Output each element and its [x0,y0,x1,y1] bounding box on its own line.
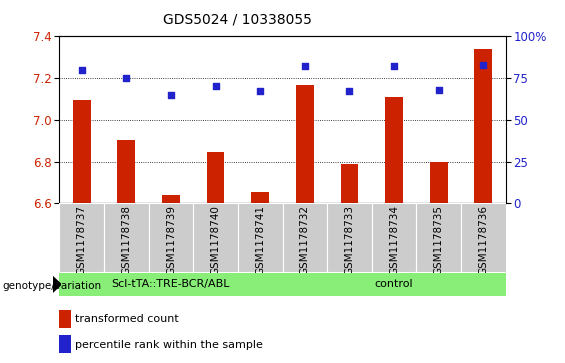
Bar [59,310,71,328]
Point [434,87,444,93]
Bar [416,203,461,272]
Bar [193,203,238,272]
Point [122,75,131,81]
Point [479,62,488,68]
Bar [149,203,193,272]
Text: GSM1178735: GSM1178735 [434,205,444,276]
Bar [207,152,224,203]
Text: GSM1178740: GSM1178740 [211,205,220,275]
Bar [59,273,282,296]
Bar [385,97,403,203]
Polygon shape [53,276,61,293]
Text: GSM1178741: GSM1178741 [255,205,265,276]
Bar [430,162,447,203]
Bar [238,203,282,272]
Text: GSM1178737: GSM1178737 [77,205,86,276]
Text: GSM1178738: GSM1178738 [121,205,131,276]
Point [77,67,86,73]
Bar [73,100,90,203]
Text: GSM1178734: GSM1178734 [389,205,399,276]
Bar [461,203,506,272]
Bar [59,335,71,353]
Point [345,89,354,94]
Point [167,92,176,98]
Bar [372,203,416,272]
Text: GSM1178732: GSM1178732 [300,205,310,276]
Bar [251,192,269,203]
Bar [118,140,135,203]
Bar [59,203,104,272]
Bar [104,203,149,272]
Bar [282,203,327,272]
Bar [282,273,506,296]
Text: percentile rank within the sample: percentile rank within the sample [75,339,263,350]
Bar [327,203,372,272]
Point [390,64,399,69]
Bar [341,164,358,203]
Text: GSM1178739: GSM1178739 [166,205,176,276]
Text: control: control [375,280,414,289]
Bar [475,49,492,203]
Text: GSM1178736: GSM1178736 [479,205,488,276]
Text: GDS5024 / 10338055: GDS5024 / 10338055 [163,13,312,27]
Text: transformed count: transformed count [75,314,179,324]
Point [301,64,310,69]
Text: GSM1178733: GSM1178733 [345,205,354,276]
Text: Scl-tTA::TRE-BCR/ABL: Scl-tTA::TRE-BCR/ABL [112,280,230,289]
Bar [296,85,314,203]
Bar [162,195,180,203]
Point [255,89,264,94]
Point [211,83,220,89]
Text: genotype/variation: genotype/variation [3,281,102,291]
